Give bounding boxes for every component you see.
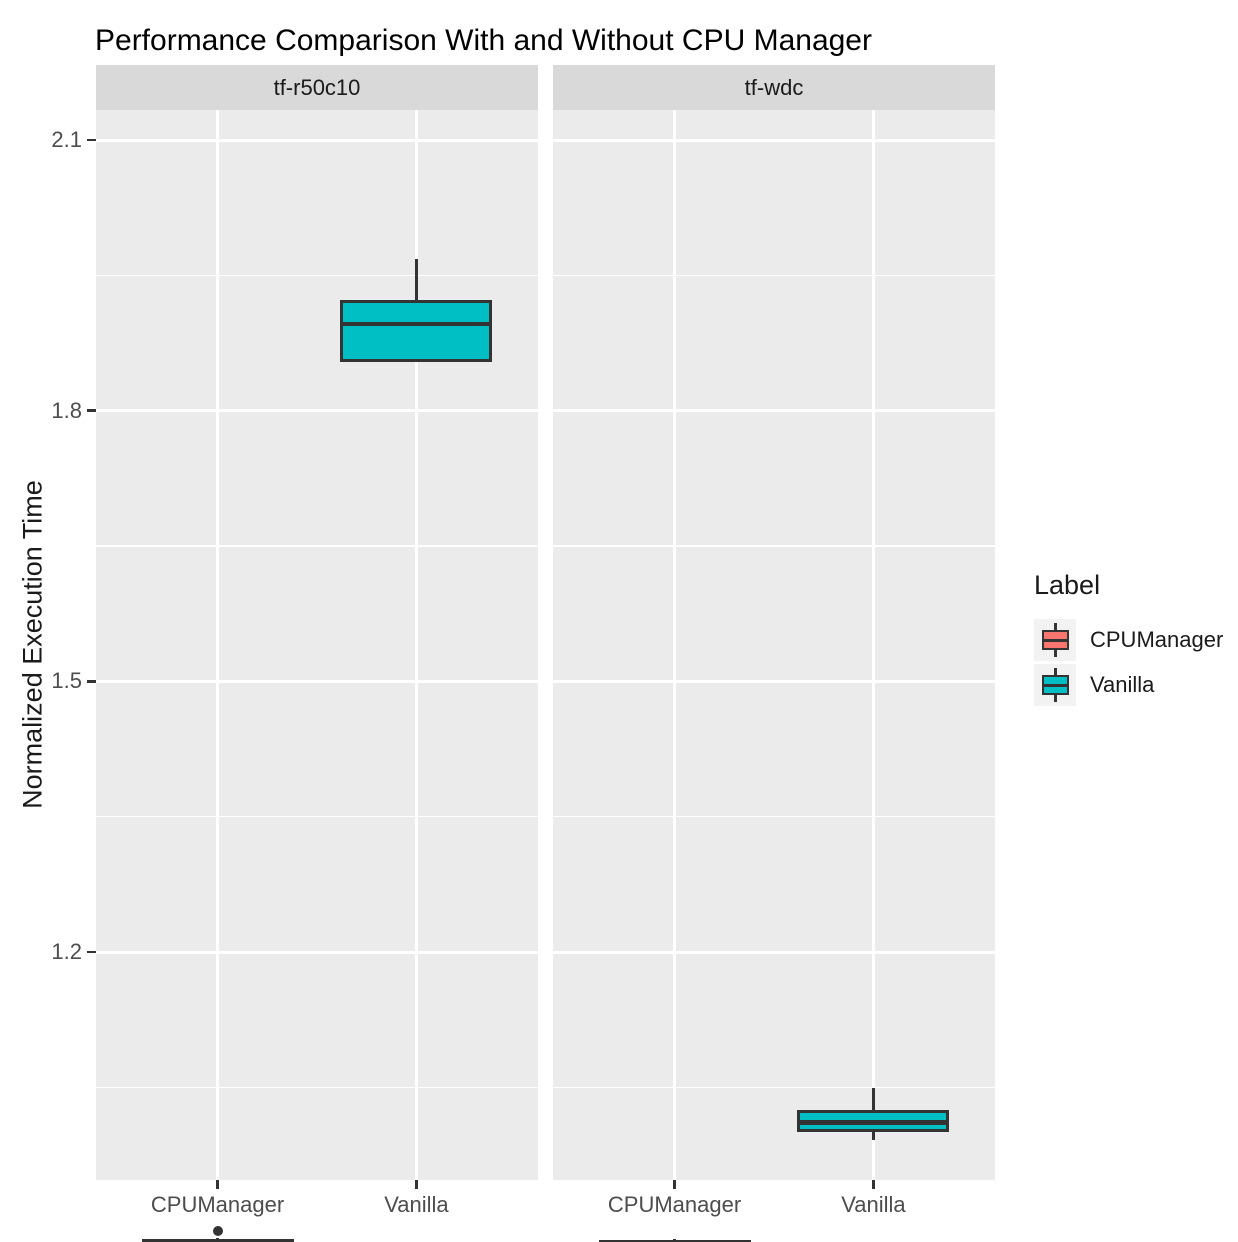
gridline-major [96, 950, 538, 954]
gridline-minor [96, 815, 538, 818]
x-axis-tick [415, 1180, 418, 1189]
y-tick-label: 1.5 [51, 668, 82, 694]
y-axis-tick [87, 680, 96, 683]
boxplot-upper-whisker [673, 1238, 677, 1240]
boxplot-box-cpumanager [598, 1239, 751, 1242]
x-tick-label: Vanilla [841, 1192, 906, 1217]
facet-strip-tf-r50c10: tf-r50c10 [96, 65, 538, 110]
gridline-vertical-major [216, 110, 220, 1180]
gridline-major [553, 138, 995, 142]
legend-entry-cpumanager: CPUManager [1034, 619, 1234, 661]
boxplot-median [341, 321, 492, 327]
legend-median-line [1042, 684, 1069, 687]
y-tick-label: 1.8 [51, 397, 82, 423]
x-axis-tick [673, 1180, 676, 1189]
gridline-major [553, 950, 995, 954]
gridline-minor [96, 545, 538, 547]
x-tick-label: CPUManager [150, 1192, 285, 1217]
y-axis-tick [87, 950, 96, 954]
boxplot-upper-whisker [216, 1237, 220, 1239]
gridline-major [553, 409, 995, 413]
legend-entry-label: CPUManager [1090, 627, 1224, 652]
legend-key-glyph [1034, 664, 1076, 706]
facet-strip-label: tf-r50c10 [273, 74, 361, 100]
boxplot-median [798, 1120, 949, 1125]
legend-entry-vanilla: Vanilla [1034, 664, 1234, 706]
y-axis-title: Normalized Execution Time [17, 480, 48, 809]
boxplot-box-vanilla [340, 299, 493, 362]
chart-title: Performance Comparison With and Without … [95, 24, 872, 57]
legend-key-glyph [1034, 619, 1076, 661]
facet-strip-label: tf-wdc [744, 74, 804, 100]
gridline-minor [96, 274, 538, 277]
gridline-vertical-major [414, 110, 418, 1180]
boxplot-lower-whisker [871, 1132, 875, 1141]
x-tick-label: Vanilla [384, 1192, 449, 1217]
gridline-major [96, 679, 538, 683]
y-tick-label: 2.1 [51, 127, 82, 153]
boxplot-outlier-point [212, 1225, 223, 1236]
gridline-vertical-major [871, 110, 875, 1180]
gridline-major [96, 138, 538, 142]
legend-entry-label: Vanilla [1090, 672, 1155, 697]
legend-title: Label [1034, 570, 1101, 600]
x-axis-tick [872, 1180, 875, 1189]
gridline-minor [96, 1086, 538, 1089]
y-axis-tick [87, 409, 96, 412]
boxplot-median [142, 1239, 293, 1242]
y-axis-tick [87, 138, 96, 142]
gridline-major [96, 409, 538, 413]
y-tick-label: 1.2 [51, 939, 82, 965]
gridline-vertical-major [673, 110, 677, 1180]
x-axis-tick [216, 1180, 219, 1189]
facet-strip-tf-wdc: tf-wdc [553, 65, 995, 110]
gridline-major [553, 679, 995, 683]
legend-median-line [1042, 639, 1069, 642]
gridline-minor [553, 1086, 995, 1089]
boxplot-upper-whisker [871, 1088, 875, 1110]
legend: Label CPUManager Vanilla [1034, 570, 1234, 709]
facet-panel-tf-r50c10 [96, 110, 538, 1242]
facet-panel-tf-wdc [553, 110, 995, 1242]
gridline-minor [553, 815, 995, 818]
gridline-minor [553, 274, 995, 277]
legend-entries: CPUManager Vanilla [1034, 619, 1234, 706]
gridline-minor [553, 545, 995, 547]
x-tick-label: CPUManager [607, 1192, 742, 1217]
boxplot-upper-whisker [414, 259, 418, 300]
